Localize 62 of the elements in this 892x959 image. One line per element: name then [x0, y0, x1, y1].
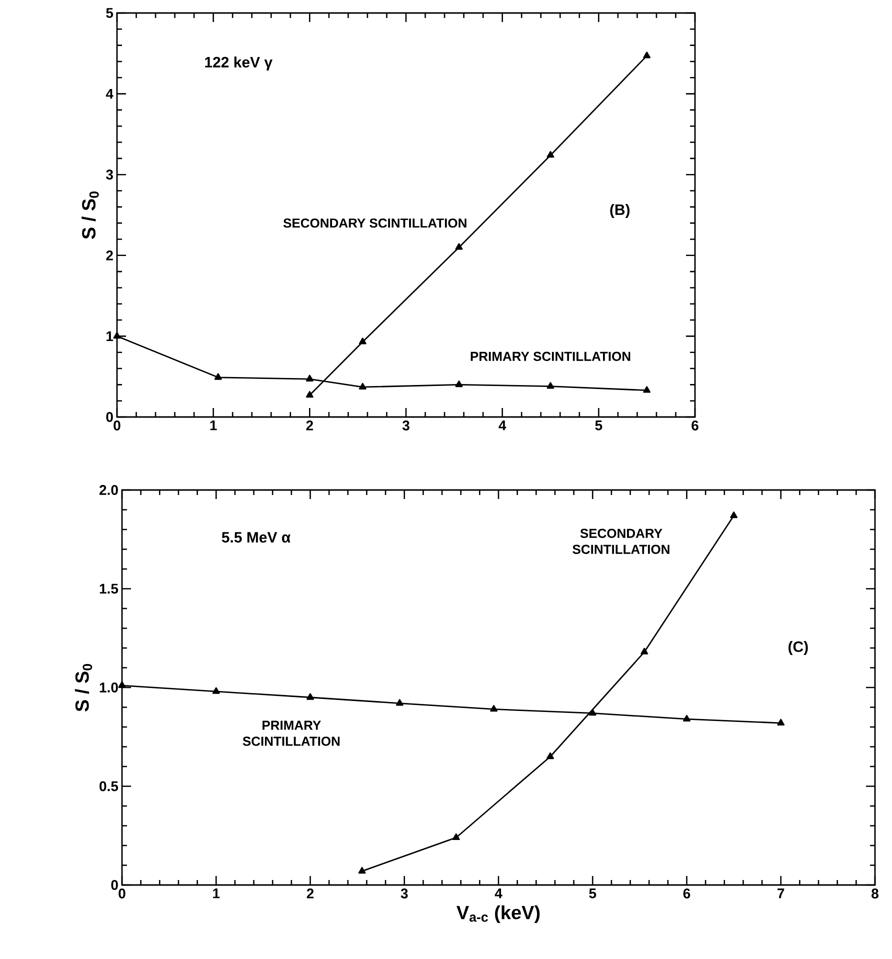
x-tick-label: 3	[400, 888, 408, 898]
point	[118, 681, 126, 688]
x-tick-label: 1	[213, 888, 220, 898]
x-tick-label: 3	[402, 420, 410, 430]
y-tick-label: 0	[111, 880, 118, 890]
y-tick-label: 1.5	[100, 584, 118, 594]
point	[683, 714, 690, 722]
x-tick-label: 5	[589, 888, 596, 898]
y-tick-label: 0	[106, 412, 113, 422]
point	[455, 243, 463, 250]
x-tick-label: 6	[683, 888, 690, 898]
x-tick-label: 4	[494, 888, 502, 898]
point	[546, 382, 554, 389]
x-tick-label: 4	[498, 420, 506, 430]
series-label: PRIMARY SCINTILLATION	[470, 352, 630, 361]
point	[306, 390, 314, 398]
point	[452, 833, 460, 840]
point	[490, 705, 498, 712]
point	[730, 511, 738, 518]
annotation: 122 keV γ	[205, 56, 272, 70]
point	[643, 386, 651, 393]
y-tick-label: 1	[106, 331, 114, 342]
point	[358, 866, 366, 874]
y-tick-label: 0.5	[100, 781, 118, 792]
text: SECONDARY SCINTILLATION	[572, 528, 670, 554]
y-tick-label: 5	[106, 8, 114, 18]
point	[640, 648, 648, 654]
x-axis-title: V$_{a-c}$ (keV)	[456, 905, 540, 924]
point	[455, 380, 463, 388]
x-tick-label: 6	[692, 420, 698, 430]
series-label: PRIMARY SCINTILLATION	[242, 720, 340, 746]
x-tick-label: 8	[872, 888, 878, 898]
annotation: (B)	[610, 204, 630, 218]
point	[306, 374, 314, 382]
y-tick-label: 4	[106, 88, 114, 99]
point	[212, 687, 220, 694]
point	[777, 718, 785, 726]
point	[358, 382, 366, 390]
point	[113, 332, 121, 339]
x-tick-label: 2	[306, 420, 313, 430]
annotation: (C)	[788, 641, 808, 655]
point	[546, 151, 554, 158]
y-tick-label: 2.0	[99, 485, 118, 495]
series-label: SECONDARY SCINTILLATION	[283, 218, 466, 228]
y-tick-label: 1.0	[100, 682, 118, 692]
point	[358, 338, 366, 344]
x-tick-label: 7	[778, 888, 784, 898]
point	[306, 693, 314, 700]
point	[546, 752, 554, 760]
point	[643, 52, 651, 58]
annotation: 5.5 MeV α	[222, 532, 290, 543]
x-tick-label: 2	[306, 888, 314, 898]
y-tick-label: 2	[106, 250, 113, 260]
x-tick-label: 0	[118, 888, 126, 898]
y-tick-label: 3	[106, 170, 113, 180]
y-axis-title: S / S$_{0}$	[74, 664, 92, 712]
point	[396, 699, 404, 706]
x-tick-label: 5	[595, 420, 602, 430]
y-axis-title: S / S$_{0}$	[82, 192, 99, 239]
point	[588, 708, 596, 716]
x-tick-label: 1	[210, 420, 217, 430]
point	[214, 373, 222, 380]
